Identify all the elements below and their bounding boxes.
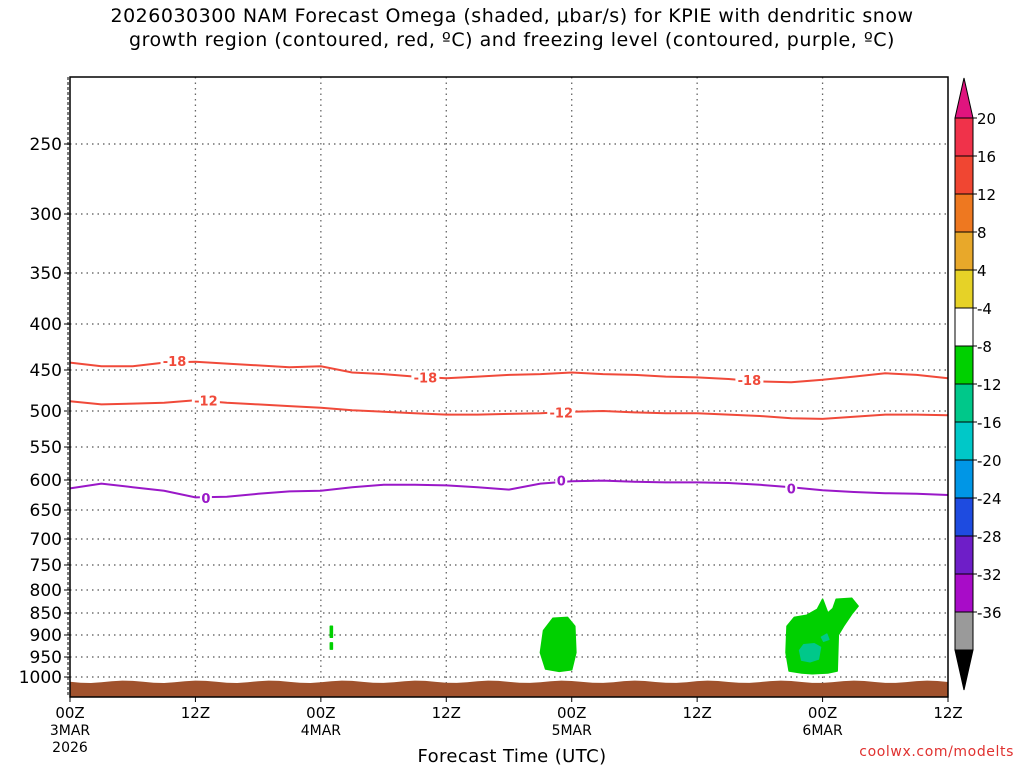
ytick-label-950: 950 xyxy=(30,648,62,668)
colorbar-label-5: -4 xyxy=(977,300,992,318)
xtick-label-5: 12Z xyxy=(682,704,711,722)
plot-frame xyxy=(67,76,949,698)
ground xyxy=(70,680,948,697)
xtick-date-6: 6MAR xyxy=(802,723,843,739)
colorbar-segment-1 xyxy=(954,155,974,195)
omega-blob-4mar xyxy=(329,625,334,638)
colorbar-label-6: -8 xyxy=(977,338,992,356)
colorbar-segment-8 xyxy=(954,421,974,461)
freezing-level-label-bg-1 xyxy=(555,473,568,488)
xtick-year-0: 2026 xyxy=(52,740,88,756)
freezing-level-label-bg-2 xyxy=(785,481,798,496)
colorbar-label-11: -28 xyxy=(977,528,1002,546)
ytick-label-300: 300 xyxy=(30,205,62,225)
freezing-level-line xyxy=(69,479,949,499)
omega-shading-layer xyxy=(329,597,859,675)
ytick-label-250: 250 xyxy=(30,135,62,155)
xtick-label-2: 00Z xyxy=(306,704,335,722)
dgz-minus18-label-bg-0 xyxy=(160,353,189,368)
colorbar-label-12: -32 xyxy=(977,566,1002,584)
colorbar-label-9: -20 xyxy=(977,452,1002,470)
dgz-minus18-label-bg-2 xyxy=(735,372,764,387)
colorbar-label-1: 16 xyxy=(977,148,996,166)
colorbar-segment-3 xyxy=(954,231,974,271)
dgz-minus18-label-2: -18 xyxy=(738,374,762,389)
xtick-label-6: 00Z xyxy=(808,704,837,722)
dgz-minus12-label-0: -12 xyxy=(194,394,218,409)
ytick-label-800: 800 xyxy=(30,581,62,601)
ytick-label-400: 400 xyxy=(30,315,62,335)
colorbar-label-2: 12 xyxy=(977,186,996,204)
colorbar-segment-7 xyxy=(954,383,974,423)
colorbar-segment-13 xyxy=(954,611,974,651)
dgz-minus12-label-bg-1 xyxy=(547,405,576,420)
grid-layer xyxy=(70,77,948,697)
ytick-label-550: 550 xyxy=(30,438,62,458)
freezing-level-label-bg-0 xyxy=(199,491,212,505)
colorbar-segment-11 xyxy=(954,535,974,575)
xtick-date-4: 5MAR xyxy=(552,723,593,739)
xtick-label-0: 00Z xyxy=(55,704,84,722)
xtick-date-0: 3MAR xyxy=(50,723,91,739)
colorbar-label-0: 20 xyxy=(977,110,996,128)
omega-blob-6mar-core2 xyxy=(820,633,830,642)
colorbar-segment-9 xyxy=(954,459,974,499)
colorbar-top-arrow xyxy=(954,77,974,119)
ytick-label-900: 900 xyxy=(30,626,62,646)
freezing-level-label-2: 0 xyxy=(787,482,796,497)
credit-text[interactable]: coolwx.com/modelts xyxy=(859,744,1014,760)
omega-blob-4mar-b xyxy=(329,642,334,650)
ytick-label-750: 750 xyxy=(30,556,62,576)
colorbar-label-8: -16 xyxy=(977,414,1002,432)
dgz-minus18-label-0: -18 xyxy=(163,355,187,370)
xtick-label-3: 12Z xyxy=(432,704,461,722)
plot-border xyxy=(69,76,949,698)
ytick-label-1000: 1000 xyxy=(19,668,62,688)
dgz-minus18-line xyxy=(69,360,949,384)
freezing-level-label-1: 0 xyxy=(557,475,566,490)
contours-layer: -18 -18 -18 -12 -12 0 0 0 xyxy=(69,353,949,507)
colorbar-segment-2 xyxy=(954,193,974,233)
colorbar-segment-4 xyxy=(954,269,974,309)
y-axis-ticks: 2503003504004505005506006507007508008509… xyxy=(19,135,70,688)
omega-blob-5mar xyxy=(539,616,577,673)
colorbar-label-7: -12 xyxy=(977,376,1002,394)
colorbar: 20 16 12 8 4 -4 -8 -12 -16 -20 -24 -28 -32 -36 xyxy=(954,77,1002,691)
colorbar-segment-12 xyxy=(954,573,974,613)
colorbar-bottom-arrow xyxy=(954,649,974,691)
ytick-label-350: 350 xyxy=(30,264,62,284)
x-axis-label: Forecast Time (UTC) xyxy=(417,746,607,767)
colorbar-segment-10 xyxy=(954,497,974,537)
dgz-minus12-label-bg-0 xyxy=(191,393,220,408)
colorbar-segment-0 xyxy=(954,117,974,157)
ytick-label-500: 500 xyxy=(30,402,62,422)
omega-blob-6mar-core xyxy=(798,643,822,663)
xtick-label-1: 12Z xyxy=(181,704,210,722)
ytick-label-450: 450 xyxy=(30,361,62,381)
xtick-label-7: 12Z xyxy=(933,704,962,722)
colorbar-label-4: 4 xyxy=(977,262,987,280)
dgz-minus18-label-bg-1 xyxy=(411,370,440,385)
colorbar-label-13: -36 xyxy=(977,604,1002,622)
colorbar-label-10: -24 xyxy=(977,490,1002,508)
xtick-label-4: 00Z xyxy=(557,704,586,722)
colorbar-segment-6 xyxy=(954,345,974,385)
ytick-label-650: 650 xyxy=(30,501,62,521)
chart-title: 2026030300 NAM Forecast Omega (shaded, μ… xyxy=(110,5,914,51)
dgz-minus18-label-1: -18 xyxy=(414,371,438,386)
freezing-level-label-0: 0 xyxy=(201,492,210,507)
colorbar-segment-5 xyxy=(954,307,974,347)
ytick-label-700: 700 xyxy=(30,530,62,550)
ytick-label-850: 850 xyxy=(30,604,62,624)
xtick-date-2: 4MAR xyxy=(301,723,342,739)
colorbar-label-3: 8 xyxy=(977,224,987,242)
ytick-label-600: 600 xyxy=(30,471,62,491)
dgz-minus12-label-1: -12 xyxy=(550,406,574,421)
ground-layer xyxy=(70,680,948,697)
